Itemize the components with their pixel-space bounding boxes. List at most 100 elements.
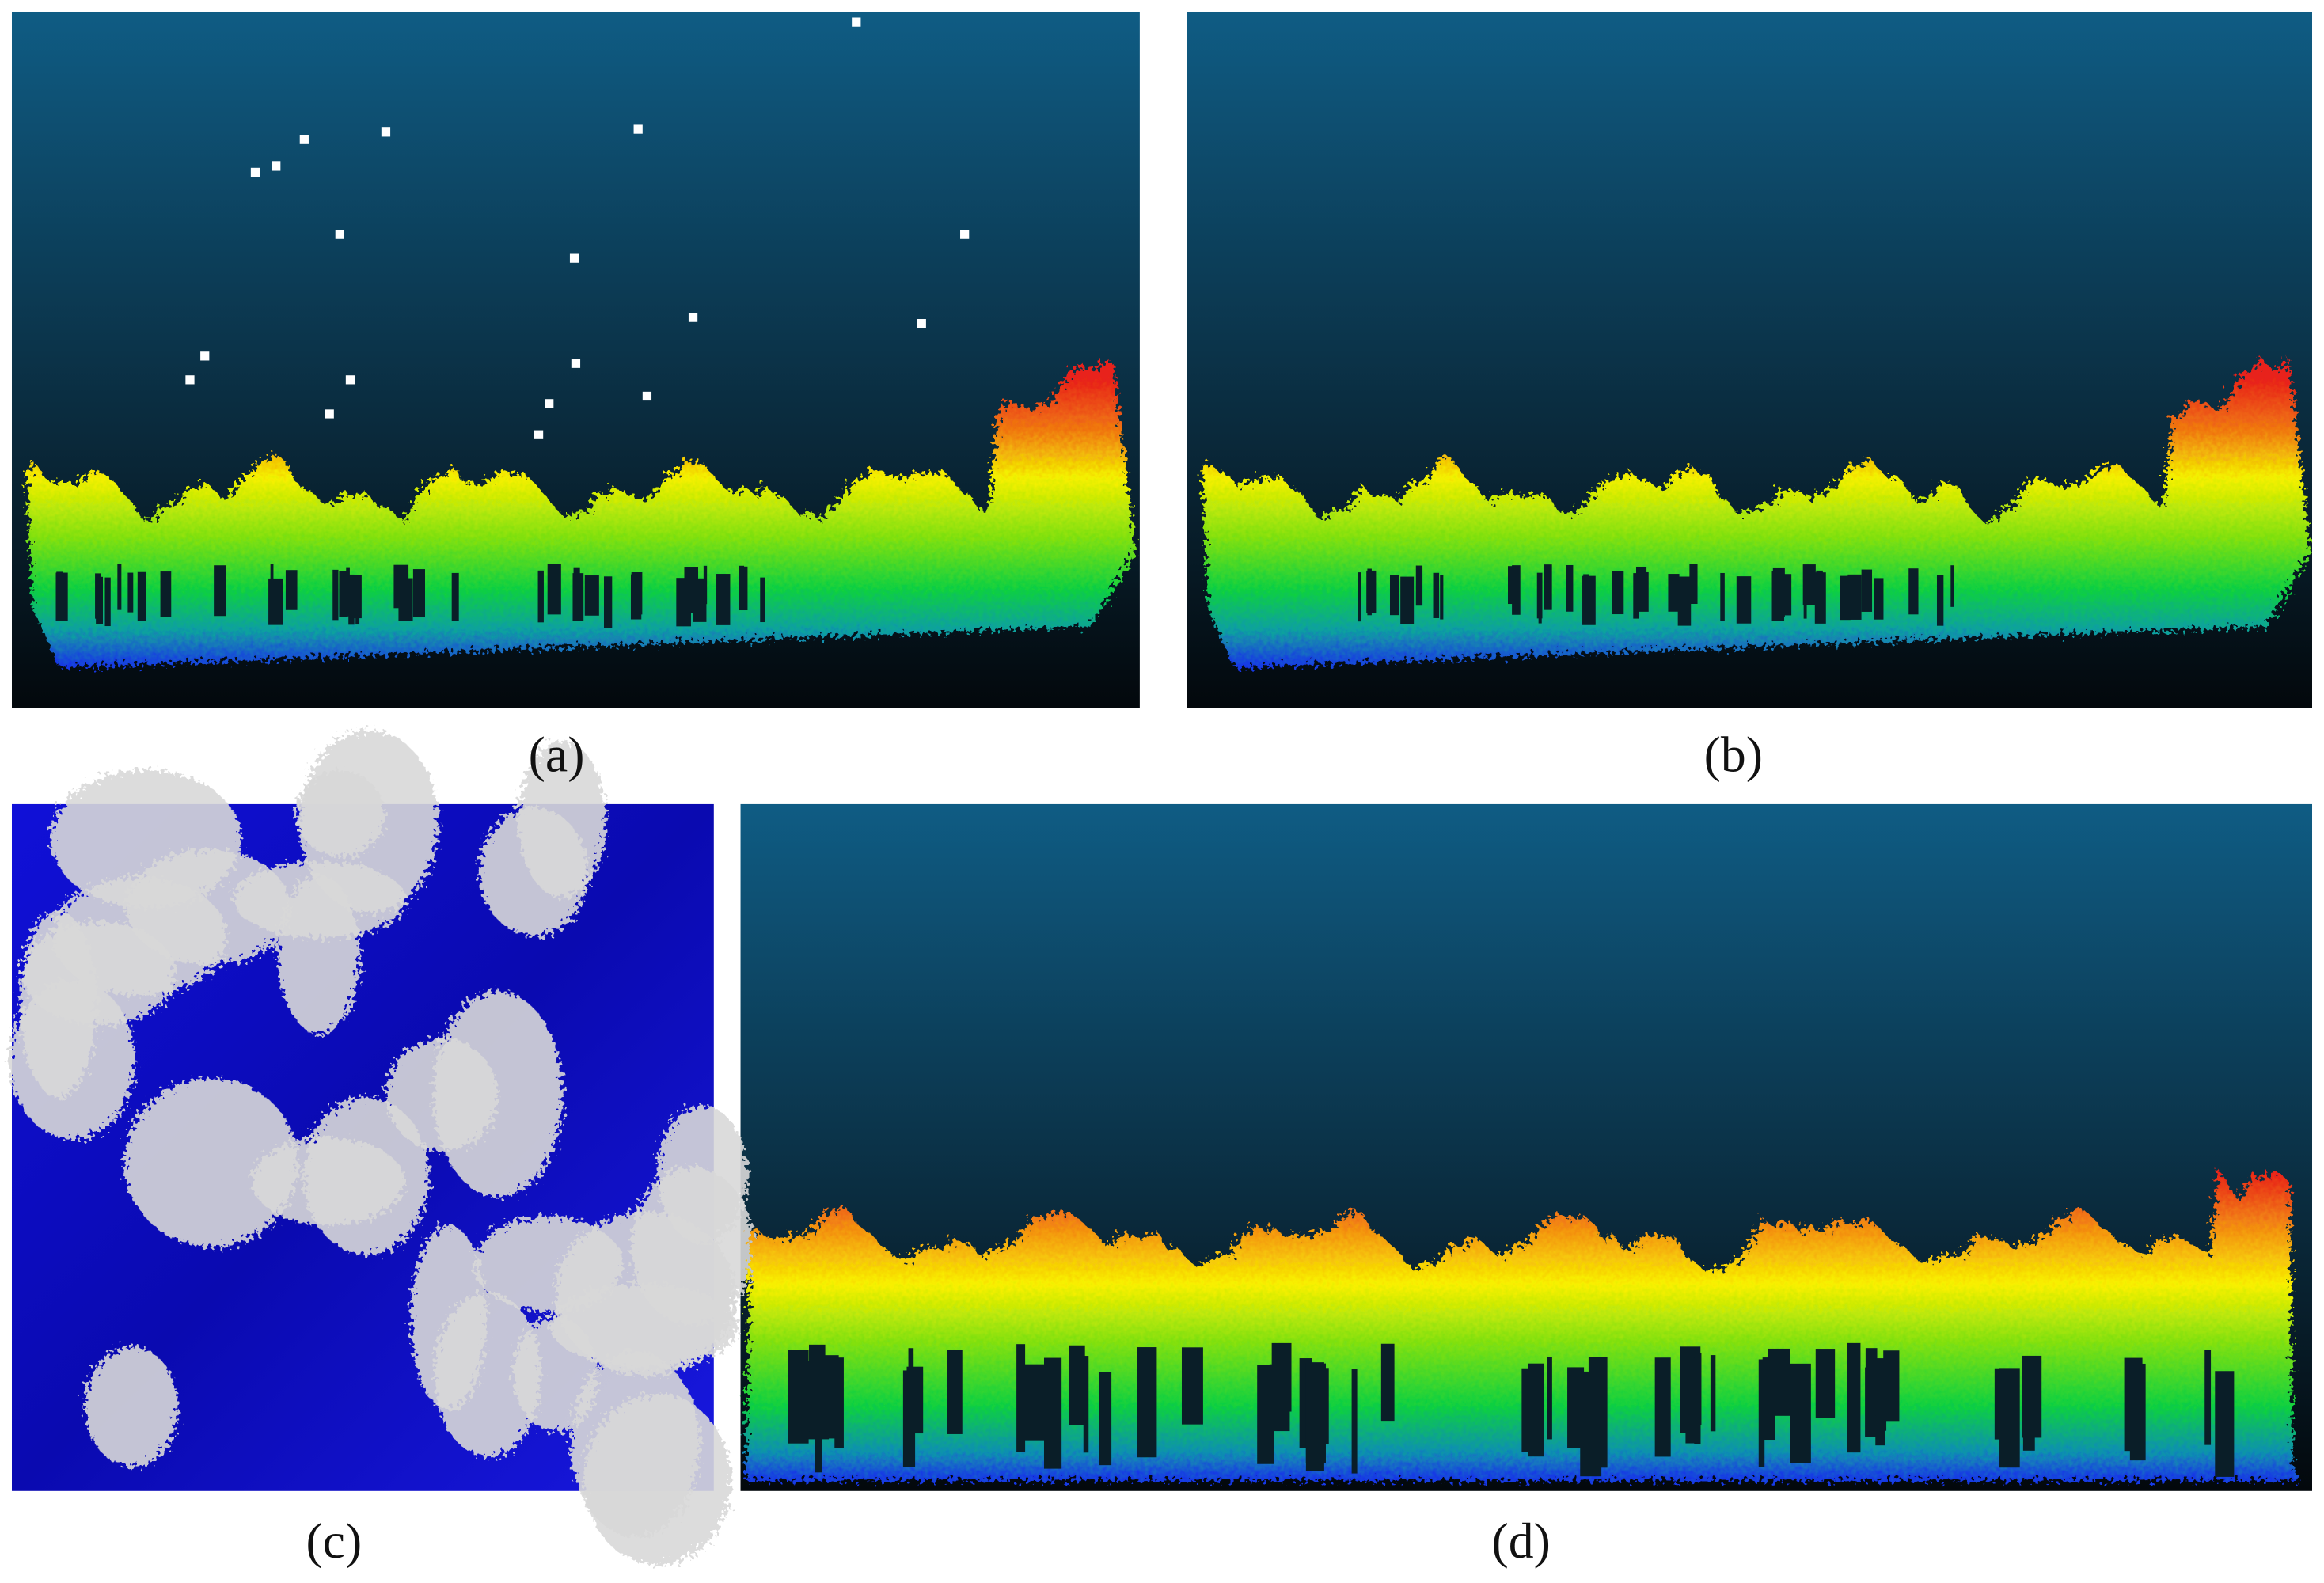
trunk-gap: [584, 575, 599, 616]
trunk-gap: [908, 1348, 914, 1441]
trunk-gap: [214, 565, 226, 617]
trunk-gap: [1069, 1345, 1085, 1425]
trunk-gap: [1389, 575, 1399, 616]
trunk-gap: [788, 1350, 809, 1444]
trunk-gap: [1654, 1357, 1671, 1457]
trunk-gap: [2215, 1371, 2235, 1477]
noise-point: [569, 253, 579, 263]
trunk-gap: [834, 1357, 844, 1448]
trunk-gap: [332, 569, 339, 621]
trunk-gap: [270, 564, 274, 608]
trunk-gap: [1024, 1364, 1046, 1441]
trunk-gap: [1815, 1349, 1836, 1418]
trunk-gap: [716, 574, 731, 625]
trunk-gap: [1883, 1350, 1900, 1422]
trunk-gap: [339, 571, 348, 617]
trunk-gap: [398, 578, 413, 621]
trunk-gap: [1762, 1357, 1775, 1441]
trunk-gap: [537, 570, 544, 623]
trunk-gap: [1689, 564, 1698, 604]
noise-point: [345, 375, 355, 385]
trunk-gap: [1950, 565, 1954, 607]
trunk-gap: [1847, 574, 1862, 620]
crown: [433, 991, 563, 1198]
crown: [479, 807, 588, 936]
trunk-gap: [96, 576, 104, 624]
trunk-gap: [1865, 1348, 1878, 1416]
noise-point: [381, 127, 391, 137]
crowns: [9, 730, 754, 1565]
trunk-gap: [55, 572, 68, 621]
trunk-gap: [1771, 571, 1785, 621]
trunk-gap: [1802, 564, 1816, 605]
panel-label: (b): [1704, 727, 1763, 783]
trunk-gap: [137, 571, 146, 621]
trunk-gap: [1636, 566, 1647, 608]
trunk-gap: [1633, 573, 1639, 619]
trunk-gap: [1380, 1343, 1395, 1422]
trunk-gap: [1875, 1358, 1885, 1446]
trunk-gap: [572, 573, 584, 621]
trunk-gap: [630, 574, 642, 620]
noise-point: [545, 399, 554, 408]
trunk-gap: [1694, 1357, 1701, 1444]
noise-point: [688, 313, 698, 322]
forest: [1202, 356, 2311, 668]
trunk-gap: [127, 572, 134, 613]
trunk-gap: [2124, 1357, 2143, 1452]
trunk-gap: [1440, 575, 1444, 620]
trunk-gap: [1588, 1357, 1608, 1468]
panel-label: (a): [529, 727, 585, 783]
trunk-gap: [160, 571, 172, 617]
trunk-gap: [1083, 1356, 1089, 1453]
trunk-gap: [1908, 568, 1919, 615]
panel-label: (c): [306, 1513, 362, 1569]
trunk-gap: [693, 578, 707, 622]
trunk-gap: [1016, 1344, 1026, 1452]
trunk-gap: [1305, 1363, 1326, 1463]
trunk-gap: [1566, 564, 1574, 612]
crown: [85, 1346, 179, 1467]
noise-point: [200, 351, 210, 361]
trunk-gap: [1547, 1357, 1552, 1440]
noise-point: [335, 230, 344, 239]
trunk-gap: [739, 565, 745, 606]
trunk-gap: [1569, 1370, 1582, 1444]
trunk-gap: [1994, 1368, 2012, 1440]
trunk-gap: [1181, 1347, 1203, 1425]
noise-point: [571, 359, 581, 368]
trunk-gap: [1269, 1364, 1290, 1432]
trunk-gap: [603, 576, 613, 628]
trunk-gap: [1512, 565, 1521, 615]
trunk-gap: [1043, 1357, 1062, 1469]
trunk-gap: [1433, 572, 1440, 618]
noise-point: [852, 17, 861, 27]
crown: [583, 1394, 731, 1565]
trunk-gap: [1415, 565, 1423, 606]
panel-label: (d): [1492, 1513, 1551, 1569]
noise-point: [325, 409, 334, 419]
trunk-gap: [1720, 572, 1725, 621]
crown: [233, 861, 407, 939]
noise-point: [299, 135, 309, 144]
trunk-gap: [285, 570, 298, 610]
trunk-gap: [1400, 576, 1415, 624]
crown: [434, 1292, 541, 1457]
trunk-gap: [1612, 571, 1624, 615]
crown: [50, 769, 242, 908]
trunk-gap: [1583, 574, 1589, 623]
trunk-gap: [1521, 1368, 1540, 1452]
trunk-gap: [1861, 569, 1873, 612]
trunk-gap: [104, 577, 111, 627]
trunk-gap: [1137, 1347, 1157, 1458]
noise-point: [633, 124, 643, 134]
trunk-gap: [351, 575, 362, 619]
crown: [657, 1105, 747, 1243]
trunk-gap: [947, 1350, 963, 1434]
trunk-gap: [1790, 1363, 1811, 1463]
trunk-gap: [1677, 576, 1692, 626]
trunk-gap: [1544, 564, 1552, 610]
trunk-gap: [412, 569, 426, 618]
trunk-gap: [1508, 566, 1513, 605]
